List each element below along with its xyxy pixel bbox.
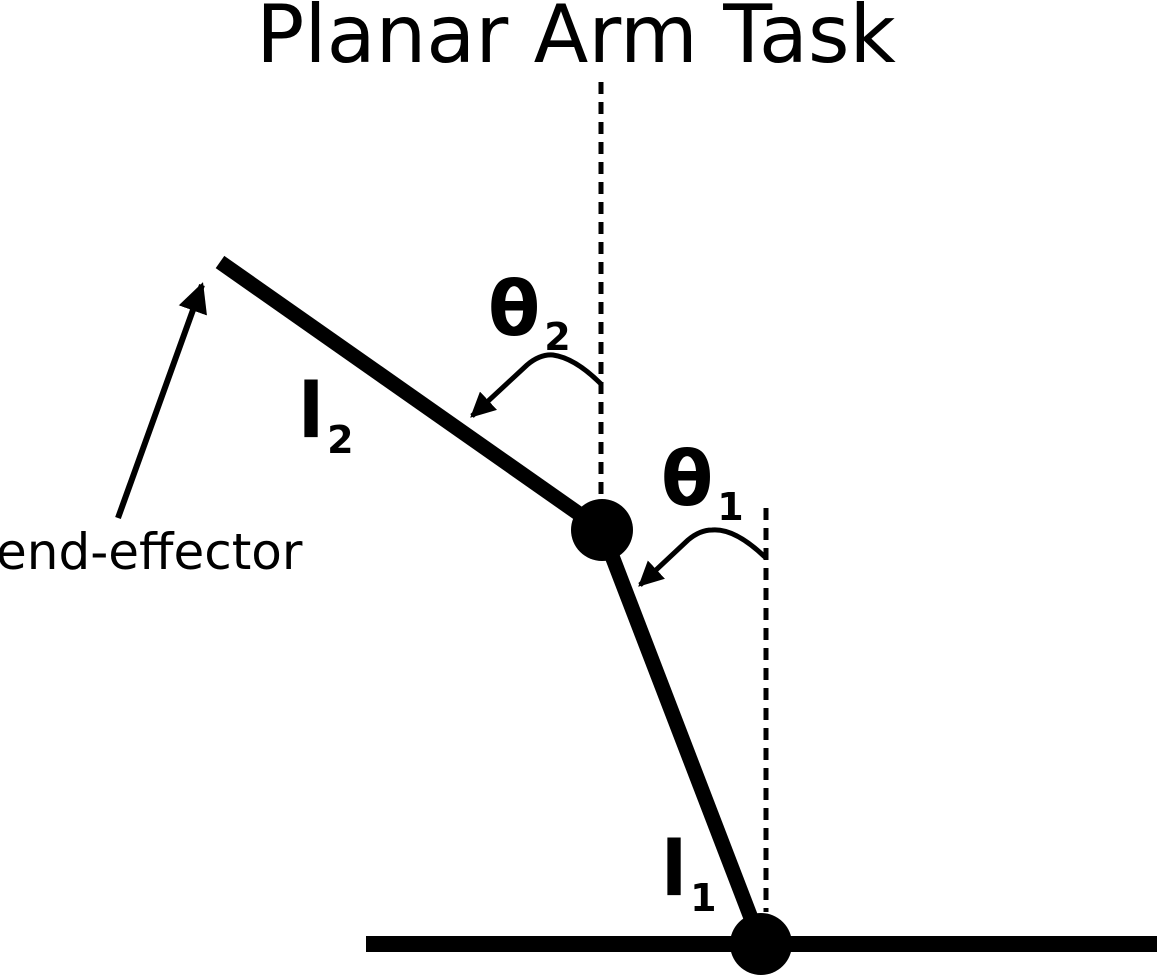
diagram-title: Planar Arm Task [256, 0, 896, 81]
end-effector-arrow [115, 282, 207, 520]
link1-label: l1 [661, 824, 717, 920]
base-joint [730, 913, 792, 975]
end-effector-label: end-effector [0, 523, 303, 581]
theta1-arc-arrow [638, 527, 768, 587]
theta2-arc-arrow [470, 352, 603, 418]
link-1 [594, 527, 769, 947]
elbow-joint [571, 499, 633, 561]
theta2-subscript: 2 [544, 315, 570, 359]
theta1-symbol: θ [661, 434, 713, 523]
link2-symbol: l [298, 366, 324, 455]
theta1-subscript: 1 [717, 485, 743, 529]
link2-subscript: 2 [327, 418, 353, 462]
link1-subscript: 1 [690, 876, 716, 920]
theta2-symbol: θ [488, 264, 540, 353]
link1-symbol: l [661, 824, 687, 913]
link2-label: l2 [298, 366, 354, 462]
link-2 [215, 255, 607, 537]
